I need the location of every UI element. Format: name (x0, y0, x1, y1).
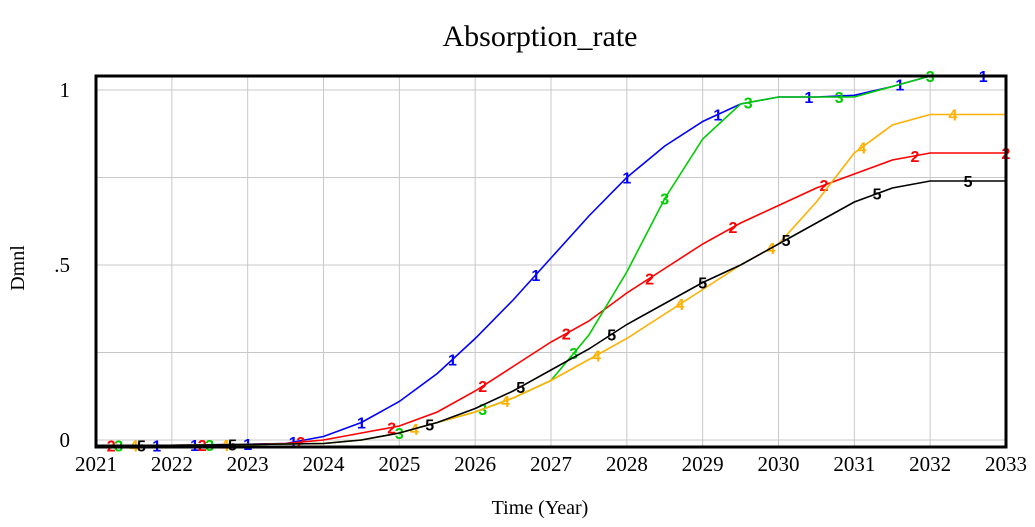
x-tick-label: 2029 (682, 452, 724, 476)
series-marker: 4 (675, 297, 684, 314)
series-line (96, 75, 1006, 447)
series-marker: 3 (395, 426, 404, 443)
y-tick-label: 0 (60, 428, 71, 452)
series-marker: 4 (948, 108, 957, 125)
x-tick-label: 2025 (378, 452, 420, 476)
x-tick-label: 2032 (909, 452, 951, 476)
series-marker: 5 (782, 233, 791, 250)
series-marker: 2 (820, 178, 829, 195)
series-marker: 2 (562, 327, 571, 344)
series-marker: 4 (766, 241, 775, 258)
series-marker: 5 (873, 187, 882, 204)
y-axis-ticks: 0.51 (54, 78, 70, 452)
y-axis-label: Dmnl (7, 245, 29, 291)
series-marker: 1 (622, 171, 631, 188)
y-tick-label: .5 (54, 253, 70, 277)
x-tick-label: 2031 (833, 452, 875, 476)
x-tick-label: 2026 (454, 452, 496, 476)
series-marker: 1 (895, 77, 904, 94)
series-marker: 5 (698, 276, 707, 293)
series-marker: 4 (410, 422, 419, 439)
series-marker: 5 (607, 327, 616, 344)
x-axis-label: Time (Year) (492, 497, 589, 519)
series-marker: 2 (387, 420, 396, 437)
x-tick-label: 2021 (75, 452, 117, 476)
series-marker: 2 (911, 149, 920, 166)
series-marker: 1 (448, 353, 457, 370)
x-tick-label: 2030 (758, 452, 800, 476)
y-tick-label: 1 (60, 78, 71, 102)
series-marker: 1 (357, 416, 366, 433)
x-tick-label: 2022 (151, 452, 193, 476)
series-marker: 3 (744, 96, 753, 113)
series-line (96, 180, 1006, 447)
plot-frame (94, 74, 1008, 449)
series-marker: 2 (645, 271, 654, 288)
x-tick-label: 2024 (303, 452, 346, 476)
series-marker: 1 (804, 90, 813, 107)
series-marker: 3 (660, 192, 669, 209)
series-marker: 5 (425, 418, 434, 435)
series-marker: 5 (516, 380, 525, 397)
series-marker: 3 (569, 346, 578, 363)
x-tick-label: 2028 (606, 452, 648, 476)
series-marker: 5 (964, 174, 973, 191)
series-marker: 4 (501, 394, 510, 411)
chart-title: Absorption_rate (443, 20, 638, 53)
series-marker: 2 (478, 379, 487, 396)
series-marker: 4 (592, 348, 601, 365)
series-line (96, 152, 1006, 447)
x-axis-ticks: 2021 2022 2023 2024 2025 2026 2027 2028 2029 2030… (75, 452, 1027, 476)
series-marker: 1 (531, 268, 540, 285)
series-marker: 1 (713, 108, 722, 125)
grid (95, 76, 1007, 447)
series-marker: 2 (729, 220, 738, 237)
series-marker: 3 (835, 90, 844, 107)
x-tick-label: 2027 (530, 452, 572, 476)
x-tick-label: 2023 (227, 452, 269, 476)
x-tick-label: 2033 (985, 452, 1027, 476)
series-marker: 3 (478, 402, 487, 419)
series-marker: 4 (857, 140, 866, 157)
